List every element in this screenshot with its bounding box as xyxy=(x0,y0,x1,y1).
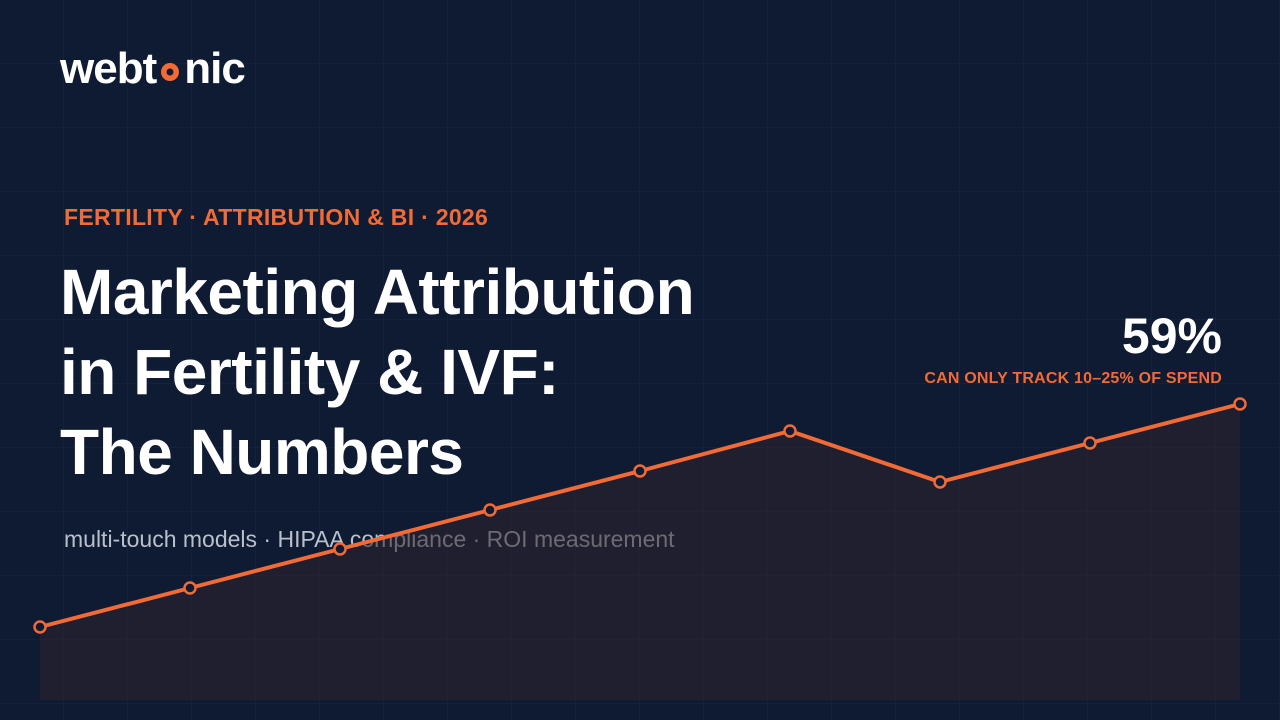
title: Marketing Attribution in Fertility & IVF… xyxy=(60,252,695,492)
logo-text: webt xyxy=(60,44,157,93)
eyebrow: FERTILITY · ATTRIBUTION & BI · 2026 xyxy=(64,204,489,230)
trend-area xyxy=(40,404,1240,700)
stat: 59% CAN ONLY TRACK 10–25% OF SPEND xyxy=(924,306,1222,388)
logo-text: nic xyxy=(184,44,246,93)
stat-label: CAN ONLY TRACK 10–25% OF SPEND xyxy=(924,370,1222,387)
logo-mark xyxy=(161,63,180,81)
logo: webt nic xyxy=(60,44,246,94)
title-line: The Numbers xyxy=(60,416,464,488)
trend-points xyxy=(33,397,1247,634)
stat-value: 59% xyxy=(1121,308,1222,364)
title-line: Marketing Attribution xyxy=(60,256,695,328)
title-line: in Fertility & IVF: xyxy=(60,336,559,408)
